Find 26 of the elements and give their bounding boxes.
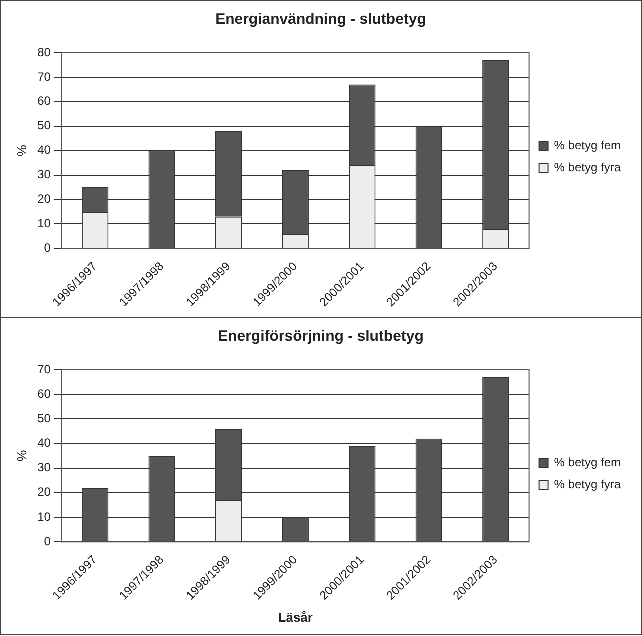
y-tick-label: 40 xyxy=(38,436,52,450)
y-tick-label: 70 xyxy=(38,70,52,84)
y-tick-label: 80 xyxy=(38,45,52,60)
y-tick-label: 30 xyxy=(38,460,52,475)
y-tick-label: 0 xyxy=(44,241,52,256)
y-tick-label: 40 xyxy=(38,143,52,158)
y-tick-label: 60 xyxy=(38,386,52,401)
y-axis-title: % xyxy=(14,144,30,157)
y-tick-label: 50 xyxy=(38,411,52,426)
legend-label: % betyg fyra xyxy=(554,477,622,492)
legend-label: % betyg fem xyxy=(554,455,622,470)
y-tick-label: 70 xyxy=(38,362,52,376)
y-tick-label: 30 xyxy=(38,168,52,182)
chart-title: Energiförsörjning - slutbetyg xyxy=(218,328,424,346)
y-axis-title: % xyxy=(14,450,30,462)
y-tick-label: 10 xyxy=(38,510,52,524)
legend-label: % betyg fem xyxy=(554,138,622,152)
y-tick-label: 0 xyxy=(44,534,52,548)
y-tick-label: 20 xyxy=(38,192,52,206)
chart-title: Energianvändning - slutbetyg xyxy=(216,11,426,28)
y-tick-label: 10 xyxy=(38,216,52,231)
y-tick-label: 60 xyxy=(38,94,52,108)
legend-label: % betyg fyra xyxy=(554,160,622,174)
y-tick-label: 50 xyxy=(38,118,52,133)
y-tick-label: 20 xyxy=(38,485,52,500)
x-axis-title: Läsår xyxy=(278,610,313,625)
